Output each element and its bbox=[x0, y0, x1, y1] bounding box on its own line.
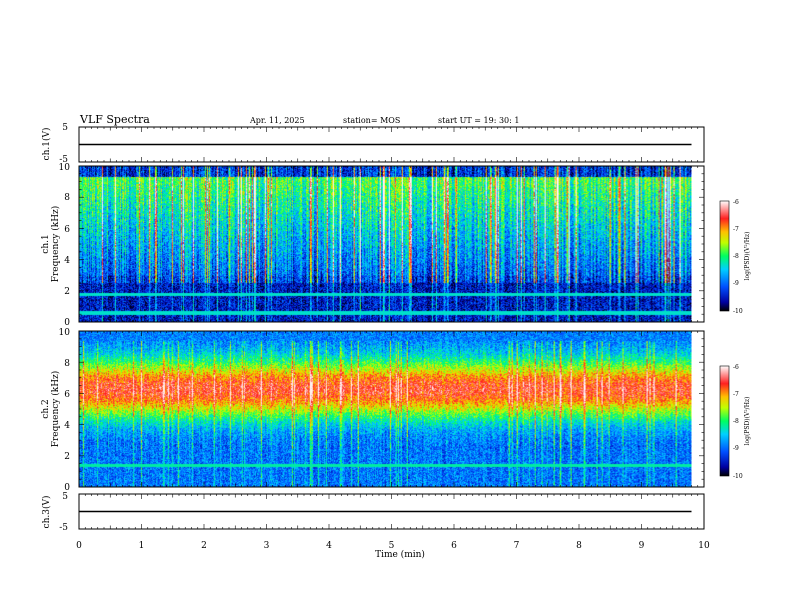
x-tick-label: 3 bbox=[264, 541, 270, 551]
station-label: station= MOS bbox=[343, 116, 400, 125]
x-tick-label: 7 bbox=[514, 541, 520, 551]
ch2-spectrogram-panel: 0 2 4 6 8 10 ch.2 Frequency (kHz) -6 -7 … bbox=[41, 328, 751, 493]
ch2-ytick-2: 2 bbox=[64, 452, 70, 462]
ch2-spectrogram-image bbox=[79, 331, 692, 487]
ch1-cb-tick-7: -7 bbox=[733, 226, 739, 233]
ch2-ytick-10: 10 bbox=[59, 328, 71, 338]
time-axis: 0 1 2 3 4 5 6 7 8 9 10 bbox=[76, 127, 710, 551]
ch2-spectrogram-ylabel: ch.2 bbox=[41, 399, 51, 418]
ch2-cb-tick-10: -10 bbox=[733, 473, 743, 480]
ch1-waveform-panel: 5 -5 ch.1(V) bbox=[41, 123, 705, 165]
x-tick-label: 6 bbox=[451, 541, 457, 551]
ch2-cb-tick-9: -9 bbox=[733, 445, 739, 452]
ch2-colorbar bbox=[719, 365, 730, 477]
ch1-spectrogram-yticks: 0 2 4 6 8 10 bbox=[59, 163, 71, 328]
x-tick-label: 2 bbox=[201, 541, 207, 551]
x-tick-label: 5 bbox=[389, 541, 395, 551]
ch2-cb-tick-8: -8 bbox=[733, 418, 739, 425]
ch1-cb-tick-6: -6 bbox=[733, 199, 739, 206]
figure-title: VLF Spectra bbox=[79, 113, 150, 126]
ch1-ytick-bottom: -5 bbox=[59, 155, 68, 165]
ch2-ytick-0: 0 bbox=[64, 483, 70, 493]
x-tick-label: 9 bbox=[639, 541, 645, 551]
ch2-ytick-6: 6 bbox=[64, 390, 70, 400]
ch1-cb-tick-8: -8 bbox=[733, 253, 739, 260]
ch3-waveform-ylabel: ch.3(V) bbox=[41, 496, 52, 529]
ch1-colorbar bbox=[719, 200, 730, 312]
ch1-ytick-0: 0 bbox=[64, 318, 70, 328]
ch1-ytick-4: 4 bbox=[64, 256, 70, 266]
ch1-colorbar-label: log(PSD)(V²/Hz) bbox=[744, 232, 751, 281]
ch1-spectrogram-image bbox=[79, 166, 692, 322]
ch1-spectrogram-ylabel: ch.1 bbox=[41, 234, 51, 253]
x-tick-label: 10 bbox=[698, 541, 710, 551]
ch1-cb-tick-10: -10 bbox=[733, 308, 743, 315]
x-tick-label: 0 bbox=[76, 541, 82, 551]
ch1-ytick-8: 8 bbox=[64, 193, 70, 203]
ch3-ytick-bottom: -5 bbox=[59, 523, 68, 533]
ch3-ytick-top: 5 bbox=[62, 492, 68, 502]
ch2-cb-tick-7: -7 bbox=[733, 391, 739, 398]
ch1-cb-tick-9: -9 bbox=[733, 280, 739, 287]
ch3-waveform-panel: 5 -5 ch.3(V) bbox=[41, 492, 705, 533]
ch2-ytick-8: 8 bbox=[64, 359, 70, 369]
ch1-frequency-label: Frequency (kHz) bbox=[50, 206, 61, 283]
ch1-ytick-10: 10 bbox=[59, 163, 71, 173]
x-tick-label: 1 bbox=[139, 541, 145, 551]
ch2-frequency-label: Frequency (kHz) bbox=[50, 371, 61, 448]
ch2-colorbar-label: log(PSD)(V²/Hz) bbox=[744, 397, 751, 446]
ch2-ytick-4: 4 bbox=[64, 421, 70, 431]
ch1-ytick-top: 5 bbox=[62, 123, 68, 133]
time-axis-label: Time (min) bbox=[375, 549, 425, 560]
ch1-spectrogram-panel: 0 2 4 6 8 10 ch.1 Frequency (kHz) -6 -7 … bbox=[41, 163, 751, 328]
x-tick-label: 4 bbox=[326, 541, 332, 551]
ch2-cb-tick-6: -6 bbox=[733, 364, 739, 371]
start-time-label: start UT = 19: 30: 1 bbox=[438, 116, 519, 125]
x-tick-label: 8 bbox=[576, 541, 582, 551]
date-label: Apr. 11, 2025 bbox=[249, 116, 305, 125]
ch1-waveform-ylabel: ch.1(V) bbox=[41, 128, 52, 161]
ch1-ytick-2: 2 bbox=[64, 287, 70, 297]
ch1-ytick-6: 6 bbox=[64, 225, 70, 235]
